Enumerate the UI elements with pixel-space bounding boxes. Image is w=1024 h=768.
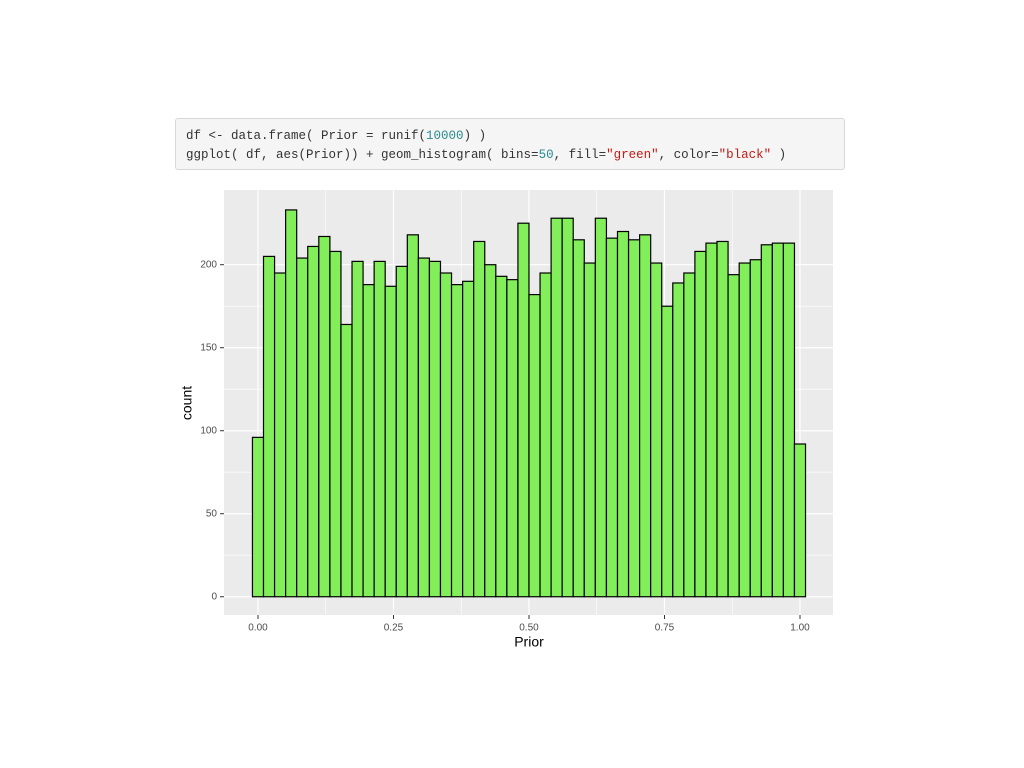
code-token: "black" <box>718 148 772 162</box>
bar <box>650 262 663 598</box>
code-token: ) ) <box>463 129 487 143</box>
code-token: ) <box>771 148 787 162</box>
bar <box>340 323 353 598</box>
code-token: ggplot( df, aes(Prior)) + geom_histogram… <box>186 148 539 162</box>
bar <box>351 260 364 598</box>
y-tick-label: 50 <box>206 508 218 519</box>
bar <box>539 272 552 598</box>
y-tick-label: 150 <box>200 342 217 353</box>
x-tick-label: 1.00 <box>790 623 810 634</box>
bar <box>694 250 707 598</box>
code-line: df <- data.frame( Prior = runif(10000) ) <box>176 127 844 146</box>
code-token: , color= <box>658 148 719 162</box>
y-tick-label: 100 <box>200 425 217 436</box>
bar <box>738 262 751 598</box>
bar <box>683 272 696 598</box>
bar <box>561 217 574 598</box>
bar <box>749 259 762 598</box>
code-token: 10000 <box>426 129 464 143</box>
bar <box>373 260 386 598</box>
bar <box>782 242 796 598</box>
bar <box>793 443 807 598</box>
bar <box>506 279 519 598</box>
bar <box>395 265 408 598</box>
bar <box>439 272 453 598</box>
x-tick-label: 0.00 <box>248 623 268 634</box>
bar <box>262 255 276 598</box>
bar <box>450 284 464 598</box>
bar <box>627 239 641 598</box>
bar <box>517 222 530 598</box>
bar <box>672 282 685 598</box>
bar <box>285 209 298 598</box>
bar <box>428 260 442 598</box>
code-token: df <- data.frame( Prior = runif( <box>186 129 427 143</box>
bar <box>329 250 342 598</box>
bar <box>716 240 729 598</box>
bar <box>484 264 497 598</box>
bar <box>462 280 475 598</box>
x-tick-label: 0.25 <box>384 623 404 634</box>
bar <box>417 257 431 598</box>
bar <box>384 285 397 598</box>
bar <box>583 262 596 598</box>
bar <box>727 274 740 598</box>
bar <box>406 234 419 598</box>
bar <box>616 230 630 598</box>
code-block: df <- data.frame( Prior = runif(10000) )… <box>175 118 845 170</box>
bar <box>572 239 585 598</box>
bar <box>594 217 608 598</box>
bar <box>760 244 773 598</box>
x-tick-label: 0.75 <box>655 623 675 634</box>
code-line: ggplot( df, aes(Prior)) + geom_histogram… <box>176 146 844 165</box>
bar <box>473 240 486 598</box>
bar <box>296 257 309 598</box>
bar <box>528 293 541 598</box>
bar <box>661 305 674 598</box>
x-tick-label: 0.50 <box>519 623 539 634</box>
y-tick-label: 200 <box>200 259 217 270</box>
bar <box>705 242 718 598</box>
bar <box>605 237 619 598</box>
bar <box>251 436 265 598</box>
bar <box>771 242 785 598</box>
bar <box>495 275 508 598</box>
code-token: 50 <box>538 148 554 162</box>
x-axis-label: Prior <box>514 634 544 650</box>
y-axis-label: count <box>179 386 195 420</box>
code-token: "green" <box>606 148 659 162</box>
bar <box>639 234 652 598</box>
y-tick-label: 0 <box>211 591 217 602</box>
bar <box>318 235 331 598</box>
bar <box>550 217 563 598</box>
bar <box>307 245 320 598</box>
code-token: , fill= <box>553 148 607 162</box>
bar <box>362 284 375 598</box>
bar <box>273 272 287 598</box>
